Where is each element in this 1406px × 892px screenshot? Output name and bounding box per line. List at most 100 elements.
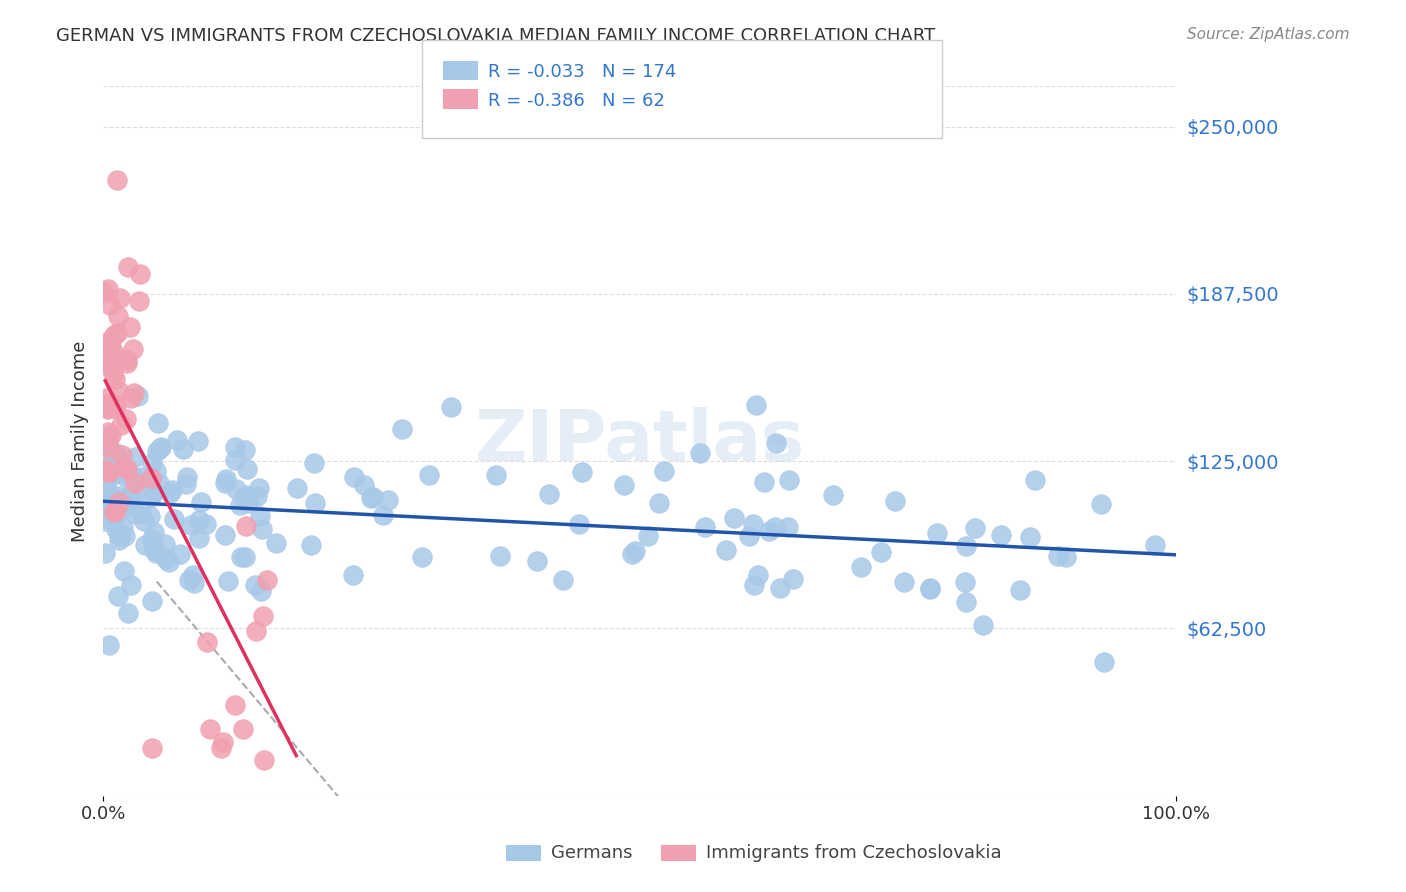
Point [104,372,127,386]
Point [149,441,172,455]
Point [94,514,117,528]
Point [94,546,117,560]
Point [104,509,127,524]
Point [246,489,269,503]
Point [110,417,132,432]
Point [624,543,647,558]
Point [955,595,977,609]
Point [104,522,127,536]
Point [94,510,117,524]
Text: Immigrants from Czechoslovakia: Immigrants from Czechoslovakia [706,844,1001,862]
Point [972,618,994,632]
Point [94,491,117,506]
Point [103,459,125,474]
Point [918,581,941,595]
Point [747,568,769,582]
Point [115,355,138,369]
Point [94,462,117,476]
Point [96,334,118,349]
Point [100,503,122,517]
Point [143,485,166,500]
Point [108,490,131,504]
Point [373,508,395,522]
Text: R = -0.386   N = 62: R = -0.386 N = 62 [488,92,665,110]
Point [139,509,162,524]
Point [145,546,167,560]
Point [97,432,120,446]
Point [127,389,149,403]
Point [98,487,121,501]
Point [94,357,117,371]
Point [162,483,184,497]
Point [927,525,949,540]
Point [745,398,768,412]
Point [1018,530,1040,544]
Point [652,464,675,478]
Point [538,486,561,500]
Point [214,528,236,542]
Point [108,291,131,305]
Point [134,538,156,552]
Point [235,443,257,458]
Point [98,465,121,479]
Point [107,309,129,323]
Point [243,578,266,592]
Point [198,722,221,736]
Point [229,498,252,512]
Point [758,524,780,539]
Point [411,550,433,565]
Point [148,476,170,491]
Point [145,444,167,458]
Point [187,434,209,449]
Point [97,435,120,450]
Point [235,462,257,476]
Point [120,392,142,406]
Point [120,578,142,592]
Text: GERMAN VS IMMIGRANTS FROM CZECHOSLOVAKIA MEDIAN FAMILY INCOME CORRELATION CHART: GERMAN VS IMMIGRANTS FROM CZECHOSLOVAKIA… [56,27,935,45]
Point [105,398,128,412]
Point [157,555,180,569]
Point [97,465,120,479]
Point [132,514,155,528]
Point [117,494,139,508]
Point [107,533,129,548]
Point [232,722,254,736]
Point [343,470,366,484]
Point [96,507,118,521]
Point [224,441,246,455]
Point [1054,550,1077,565]
Point [122,386,145,401]
Point [141,740,163,755]
Point [108,384,131,398]
Point [169,547,191,561]
Point [217,574,239,589]
Point [96,425,118,439]
Point [485,467,508,482]
Point [965,520,987,534]
Point [264,536,287,550]
Point [112,460,135,475]
Point [149,440,172,454]
Point [823,488,845,502]
Point [98,470,121,484]
Point [188,513,211,527]
Point [145,464,167,478]
Point [763,520,786,534]
Point [146,417,169,431]
Point [741,516,763,531]
Point [100,465,122,479]
Point [118,468,141,483]
Point [100,428,122,442]
Point [120,320,142,334]
Point [224,698,246,713]
Point [107,589,129,603]
Point [112,564,135,578]
Point [122,499,145,513]
Point [163,512,186,526]
Point [112,501,135,516]
Point [744,578,766,592]
Point [97,282,120,296]
Point [235,488,257,502]
Point [301,538,323,552]
Point [212,735,235,749]
